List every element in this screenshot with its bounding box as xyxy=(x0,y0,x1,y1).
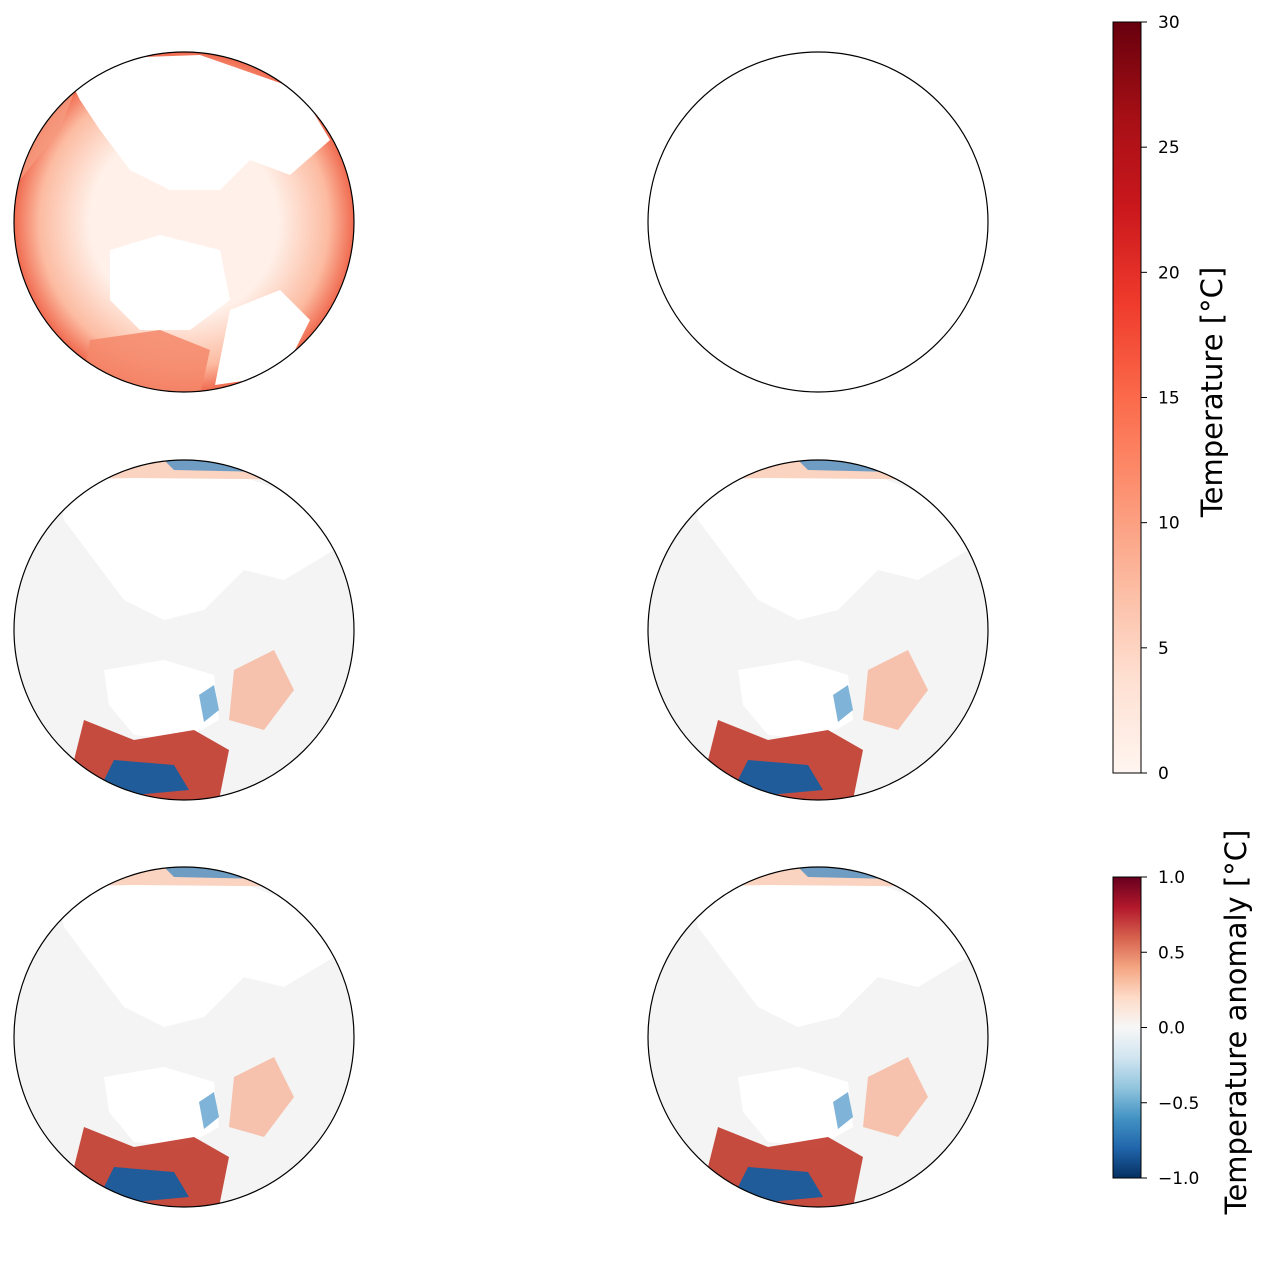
landmass-north-america xyxy=(54,465,334,620)
landmass-eurasia xyxy=(738,660,853,740)
map-boundary xyxy=(13,459,355,801)
colorbar-temperature-label: Temperature [°C] xyxy=(1195,267,1229,518)
anomaly-cold-atlantic xyxy=(738,1167,823,1202)
anomaly-cold-atlantic xyxy=(104,760,189,795)
anomaly-warm-europe xyxy=(863,650,928,730)
landmass-north-america xyxy=(688,465,968,620)
map-boundary xyxy=(647,51,989,393)
anomaly-tick-label: −1.0 xyxy=(1158,1169,1199,1189)
anomaly-warm-europe xyxy=(229,1057,294,1137)
colorbar-temperature: 0 5 10 15 20 25 30 Temperature [°C] xyxy=(1112,13,1229,784)
anomaly-tick-label: −0.5 xyxy=(1158,1094,1199,1114)
landmass-north-america xyxy=(60,55,330,190)
anomaly-tick-label: 0.0 xyxy=(1158,1019,1185,1039)
anomaly-warm-europe xyxy=(863,1057,928,1137)
map-panel-anomaly-bottom-right xyxy=(647,866,989,1208)
map-panel-anomaly-bottom-left xyxy=(13,866,355,1208)
anomaly-cold-atlantic xyxy=(738,760,823,795)
map-boundary xyxy=(647,459,989,801)
map-panel-anomaly-middle-right xyxy=(647,459,989,801)
anomaly-cold-norway xyxy=(833,1092,853,1129)
temperature-tick-label: 5 xyxy=(1158,639,1169,659)
map-boundary xyxy=(13,51,355,393)
map-boundary xyxy=(647,866,989,1208)
landmass-north-america xyxy=(688,872,968,1027)
map-panel-anomaly-middle-left xyxy=(13,459,355,801)
temperature-tick-label: 10 xyxy=(1158,514,1180,534)
anomaly-cold-norway xyxy=(199,685,219,722)
colorbar-anomaly-bar xyxy=(1112,876,1142,1179)
colorbar-anomaly-label: Temperature anomaly [°C] xyxy=(1219,830,1253,1216)
temperature-tick-label: 20 xyxy=(1158,263,1180,283)
landmass-eurasia xyxy=(738,1067,853,1147)
temperature-tick-label: 15 xyxy=(1158,389,1180,409)
colorbar-anomaly: −1.0 −0.5 0.0 0.5 1.0 Temperature anomaly [°… xyxy=(1112,830,1253,1216)
colorbar-anomaly-ticks: −1.0 −0.5 0.0 0.5 1.0 xyxy=(1141,868,1199,1189)
colorbar-temperature-bar xyxy=(1112,21,1142,774)
temperature-tick-label: 30 xyxy=(1158,13,1180,33)
landmass-eurasia xyxy=(104,660,219,740)
colorbar-temperature-ticks: 0 5 10 15 20 25 30 xyxy=(1141,13,1180,784)
landmass-eurasia xyxy=(104,1067,219,1147)
map-panel-empty xyxy=(647,51,989,393)
anomaly-tick-label: 1.0 xyxy=(1158,868,1185,888)
temperature-tick-label: 0 xyxy=(1158,764,1169,784)
landmass-eurasia xyxy=(110,235,230,330)
map-panel-temperature xyxy=(13,51,355,393)
anomaly-tick-label: 0.5 xyxy=(1158,943,1185,963)
anomaly-warm-europe xyxy=(229,650,294,730)
landmass-north-america xyxy=(54,872,334,1027)
anomaly-cold-atlantic xyxy=(104,1167,189,1202)
map-boundary xyxy=(13,866,355,1208)
anomaly-cold-norway xyxy=(199,1092,219,1129)
anomaly-cold-norway xyxy=(833,685,853,722)
temperature-tick-label: 25 xyxy=(1158,138,1180,158)
